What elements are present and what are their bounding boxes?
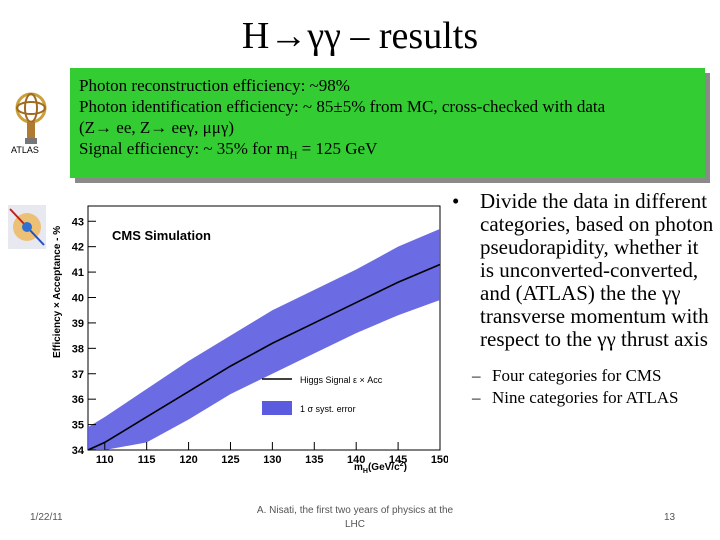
- efficiency-chart: 34 35 36 37 38 39 40 41 42 43 110 115 120 125 130 135 1…: [52, 205, 448, 475]
- y-tick-label: 40: [72, 293, 84, 305]
- reco-efficiency-text: Photon reconstruction efficiency: ~98%: [79, 76, 350, 95]
- y-tick-label: 35: [72, 420, 84, 432]
- sub-bullet-item: – Nine categories for ATLAS: [472, 388, 679, 407]
- x-tick-label: 110: [96, 454, 114, 466]
- footer-presenter: A. Nisati, the first two years of physic…: [256, 505, 454, 530]
- x-tick-label: 115: [138, 454, 156, 466]
- y-tick-label: 39: [72, 318, 84, 330]
- slide-number: 13: [664, 512, 676, 523]
- x-axis-label: mH(GeV/c2): [354, 461, 407, 475]
- bullet-list: • Divide the data in different categorie…: [452, 190, 714, 409]
- x-tick-label: 150: [431, 454, 448, 466]
- x-tick-label: 130: [263, 454, 281, 466]
- y-tick-label: 36: [72, 394, 84, 406]
- y-tick-label: 37: [72, 369, 84, 381]
- x-tick-label: 145: [389, 454, 407, 466]
- y-tick-label: 43: [72, 216, 84, 228]
- y-axis-label: Efficiency × Acceptance - %: [52, 226, 63, 358]
- cms-event-icon: [8, 205, 46, 249]
- x-tick-label: 125: [221, 454, 239, 466]
- legend-band-swatch: [262, 401, 292, 415]
- atlas-logo-text: ATLAS: [11, 145, 39, 155]
- x-tick-label: 120: [179, 454, 197, 466]
- bullet-dot-icon: •: [452, 189, 460, 213]
- y-tick-label: 41: [72, 267, 84, 279]
- chart-title: CMS Simulation: [112, 228, 211, 243]
- x-tick-label: 135: [305, 454, 323, 466]
- legend-syst: 1 σ syst. error: [300, 404, 356, 414]
- efficiency-summary-box: Photon reconstruction efficiency: ~98% P…: [70, 68, 705, 178]
- id-efficiency-text: Photon identification efficiency: ~ 85±5…: [79, 97, 606, 116]
- x-tick-label: 140: [347, 454, 365, 466]
- atlas-logo-icon: [15, 92, 47, 144]
- crosscheck-channels-text: (Z→ ee, Z→ eeγ, μμγ): [79, 118, 235, 137]
- signal-curve: [87, 263, 441, 451]
- y-tick-label: 38: [72, 343, 84, 355]
- sub-bullet-item: – Four categories for CMS: [472, 366, 662, 385]
- legend-signal: Higgs Signal ε × Acc: [300, 375, 383, 385]
- footer-date: 1/22/11: [30, 512, 63, 523]
- y-tick-label: 42: [72, 242, 84, 254]
- syst-error-band: [88, 228, 440, 450]
- signal-efficiency-text: Signal efficiency: ~ 35% for mH = 125 Ge…: [79, 139, 378, 162]
- bullet-item: • Divide the data in different categorie…: [452, 189, 714, 351]
- slide-title: H→γγ – results: [241, 15, 479, 57]
- y-tick-label: 34: [72, 445, 85, 457]
